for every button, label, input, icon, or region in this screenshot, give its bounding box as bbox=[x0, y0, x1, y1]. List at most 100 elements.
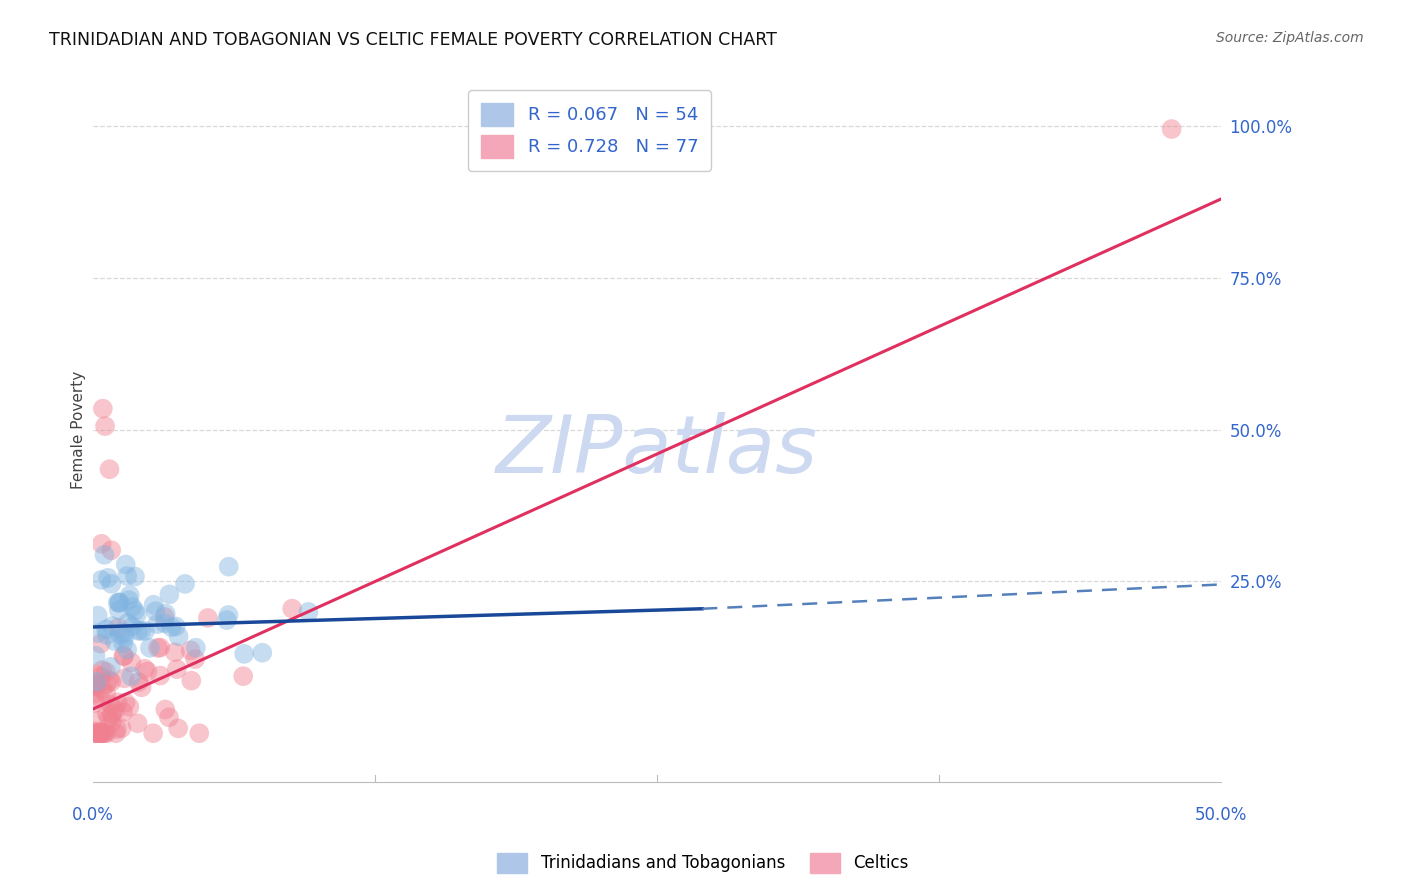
Point bbox=[165, 619, 187, 633]
Point bbox=[103, 634, 125, 648]
Point bbox=[157, 587, 180, 601]
Point bbox=[155, 607, 177, 621]
Point bbox=[89, 670, 111, 684]
Point bbox=[90, 726, 112, 740]
Text: 0.0%: 0.0% bbox=[72, 806, 114, 824]
Point bbox=[108, 595, 131, 609]
Point bbox=[100, 576, 122, 591]
Point bbox=[149, 640, 172, 655]
Point bbox=[93, 726, 115, 740]
Point bbox=[110, 721, 132, 735]
Point bbox=[114, 630, 136, 644]
Point bbox=[91, 663, 114, 677]
Point bbox=[129, 624, 152, 638]
Point bbox=[155, 702, 177, 716]
Point bbox=[112, 648, 135, 663]
Point bbox=[142, 598, 165, 612]
Point bbox=[160, 620, 183, 634]
Point bbox=[93, 726, 115, 740]
Point bbox=[112, 636, 135, 650]
Text: 50.0%: 50.0% bbox=[1195, 806, 1247, 824]
Point bbox=[86, 626, 108, 640]
Point bbox=[100, 675, 122, 690]
Point bbox=[112, 649, 135, 664]
Point bbox=[87, 726, 110, 740]
Point bbox=[94, 419, 117, 434]
Point bbox=[98, 462, 121, 476]
Point bbox=[90, 537, 112, 551]
Point bbox=[97, 571, 120, 585]
Point bbox=[84, 678, 107, 692]
Point bbox=[157, 710, 180, 724]
Point bbox=[252, 646, 274, 660]
Point bbox=[96, 677, 118, 691]
Point bbox=[96, 726, 118, 740]
Point bbox=[90, 725, 112, 739]
Point bbox=[163, 645, 186, 659]
Point bbox=[153, 610, 176, 624]
Point bbox=[104, 726, 127, 740]
Point bbox=[118, 593, 141, 607]
Point bbox=[84, 677, 107, 691]
Text: Source: ZipAtlas.com: Source: ZipAtlas.com bbox=[1216, 31, 1364, 45]
Point bbox=[142, 726, 165, 740]
Point bbox=[125, 607, 148, 622]
Point bbox=[281, 601, 304, 615]
Point bbox=[115, 642, 138, 657]
Point bbox=[180, 673, 202, 688]
Point bbox=[180, 643, 202, 657]
Point bbox=[167, 722, 190, 736]
Point bbox=[90, 637, 112, 651]
Point bbox=[120, 655, 142, 669]
Point bbox=[184, 640, 207, 655]
Text: ZIPatlas: ZIPatlas bbox=[496, 412, 818, 490]
Point bbox=[110, 627, 132, 641]
Point bbox=[146, 640, 169, 655]
Point bbox=[107, 596, 129, 610]
Point bbox=[124, 569, 146, 583]
Point bbox=[134, 624, 156, 638]
Point bbox=[128, 675, 150, 690]
Point bbox=[93, 548, 115, 562]
Point bbox=[131, 681, 153, 695]
Point bbox=[188, 726, 211, 740]
Point bbox=[139, 640, 162, 655]
Point bbox=[232, 669, 254, 683]
Point bbox=[107, 695, 129, 709]
Point bbox=[112, 671, 135, 685]
Point bbox=[101, 707, 124, 722]
Y-axis label: Female Poverty: Female Poverty bbox=[72, 370, 86, 489]
Point bbox=[153, 616, 176, 631]
Point bbox=[118, 699, 141, 714]
Point bbox=[107, 621, 129, 635]
Point bbox=[218, 559, 240, 574]
Point bbox=[166, 662, 188, 676]
Point bbox=[112, 626, 135, 640]
Point bbox=[96, 687, 118, 701]
Text: TRINIDADIAN AND TOBAGONIAN VS CELTIC FEMALE POVERTY CORRELATION CHART: TRINIDADIAN AND TOBAGONIAN VS CELTIC FEM… bbox=[49, 31, 778, 49]
Point bbox=[84, 726, 107, 740]
Point bbox=[86, 608, 108, 623]
Point bbox=[84, 726, 107, 740]
Point bbox=[100, 715, 122, 730]
Point bbox=[96, 628, 118, 642]
Point bbox=[84, 667, 107, 681]
Point bbox=[91, 401, 114, 416]
Point bbox=[97, 711, 120, 725]
Point bbox=[112, 705, 135, 719]
Point bbox=[104, 704, 127, 718]
Point bbox=[98, 673, 121, 688]
Point bbox=[84, 696, 107, 710]
Point bbox=[217, 607, 239, 622]
Point bbox=[100, 659, 122, 673]
Point bbox=[94, 665, 117, 679]
Point bbox=[108, 596, 131, 610]
Point bbox=[100, 543, 122, 558]
Point bbox=[86, 674, 108, 689]
Point bbox=[90, 726, 112, 740]
Point bbox=[127, 716, 149, 731]
Legend: R = 0.067   N = 54, R = 0.728   N = 77: R = 0.067 N = 54, R = 0.728 N = 77 bbox=[468, 90, 711, 170]
Point bbox=[233, 647, 256, 661]
Point bbox=[87, 714, 110, 728]
Point bbox=[114, 558, 136, 572]
